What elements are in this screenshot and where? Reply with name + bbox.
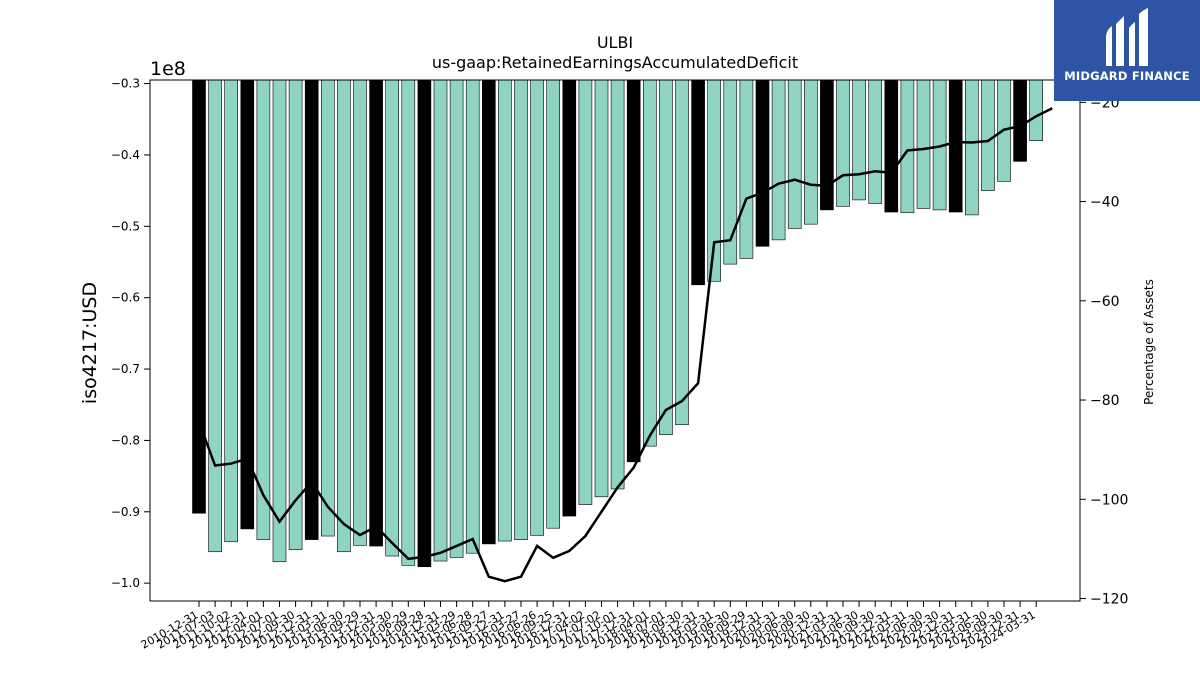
bar <box>353 79 367 546</box>
bar <box>208 79 222 553</box>
bar <box>836 79 850 207</box>
y-axis-ticks: −1.0 −0.9 −0.8 −0.7 −0.6 −0.5 −0.4 −0.3 <box>111 77 150 590</box>
bar <box>739 79 754 259</box>
y-tick-label: −0.8 <box>111 433 140 447</box>
y-tick-label: −0.3 <box>111 77 140 91</box>
bar <box>803 79 818 225</box>
bar <box>771 79 786 241</box>
bar <box>192 79 206 514</box>
bar <box>884 79 899 213</box>
bar <box>820 79 834 211</box>
y2-tick-label: −100 <box>1090 492 1128 508</box>
bar <box>642 79 657 447</box>
midgard-logo-icon <box>1106 8 1148 66</box>
bar <box>546 79 561 529</box>
y2-tick-label: −60 <box>1090 294 1120 310</box>
bar <box>320 79 335 537</box>
bar <box>868 79 883 204</box>
y-tick-label: −0.6 <box>111 291 140 305</box>
bar <box>659 79 673 436</box>
y-offset-label: 1e8 <box>150 58 186 80</box>
bar <box>1029 79 1043 141</box>
bar <box>723 79 738 265</box>
chart-title: ULBI <box>597 33 633 52</box>
bar <box>530 79 544 536</box>
bar <box>852 79 866 201</box>
brand-logo: MIDGARD FINANCE <box>1054 0 1200 101</box>
y2-tick-label: −120 <box>1090 592 1128 608</box>
bar <box>401 79 416 566</box>
bar <box>755 79 770 247</box>
bar <box>449 79 464 558</box>
bar <box>626 79 641 463</box>
bar <box>578 79 593 505</box>
bar <box>1013 79 1027 162</box>
bar <box>304 79 319 540</box>
bar <box>433 79 448 562</box>
bar <box>224 79 238 543</box>
bar <box>948 79 963 213</box>
bar <box>256 79 271 540</box>
percentage-of-assets-line <box>197 107 1053 583</box>
bar <box>787 79 802 229</box>
y2-tick-label: −80 <box>1090 393 1120 409</box>
y-axis-label: iso4217:USD <box>79 282 101 404</box>
plot-frame <box>149 79 1081 602</box>
bar <box>610 79 625 490</box>
bar <box>916 79 931 209</box>
bar <box>981 79 995 191</box>
bars-layer <box>192 79 1043 568</box>
y2-tick-label: −40 <box>1090 195 1120 211</box>
y-tick-label: −0.5 <box>111 219 140 233</box>
y-tick-label: −0.4 <box>111 148 140 162</box>
y-tick-label: −0.7 <box>111 362 140 376</box>
bar <box>514 79 528 540</box>
y2-axis-ticks: −120−100−80−60−40−20 <box>1080 95 1128 608</box>
y2-axis-label: Percentage of Assets <box>1142 279 1156 405</box>
bar <box>465 79 480 554</box>
logo-text: MIDGARD FINANCE <box>1064 69 1190 83</box>
bar <box>272 79 287 563</box>
bar <box>594 79 609 498</box>
bar <box>562 79 577 517</box>
bar <box>288 79 303 550</box>
chart-subtitle: us-gaap:RetainedEarningsAccumulatedDefic… <box>432 53 798 72</box>
x-axis-ticks: 2010-12-312011-07-032011-10-022011-12-31… <box>139 601 1038 652</box>
bar <box>385 79 400 557</box>
bar <box>964 79 979 216</box>
y-tick-label: −1.0 <box>111 576 140 590</box>
bar <box>498 79 512 542</box>
bar <box>691 79 705 286</box>
bar <box>675 79 689 426</box>
bar <box>337 79 351 553</box>
bar <box>900 79 915 214</box>
bar <box>369 79 383 547</box>
bar <box>417 79 432 568</box>
bar <box>481 79 496 545</box>
y-tick-label: −0.9 <box>111 505 140 519</box>
